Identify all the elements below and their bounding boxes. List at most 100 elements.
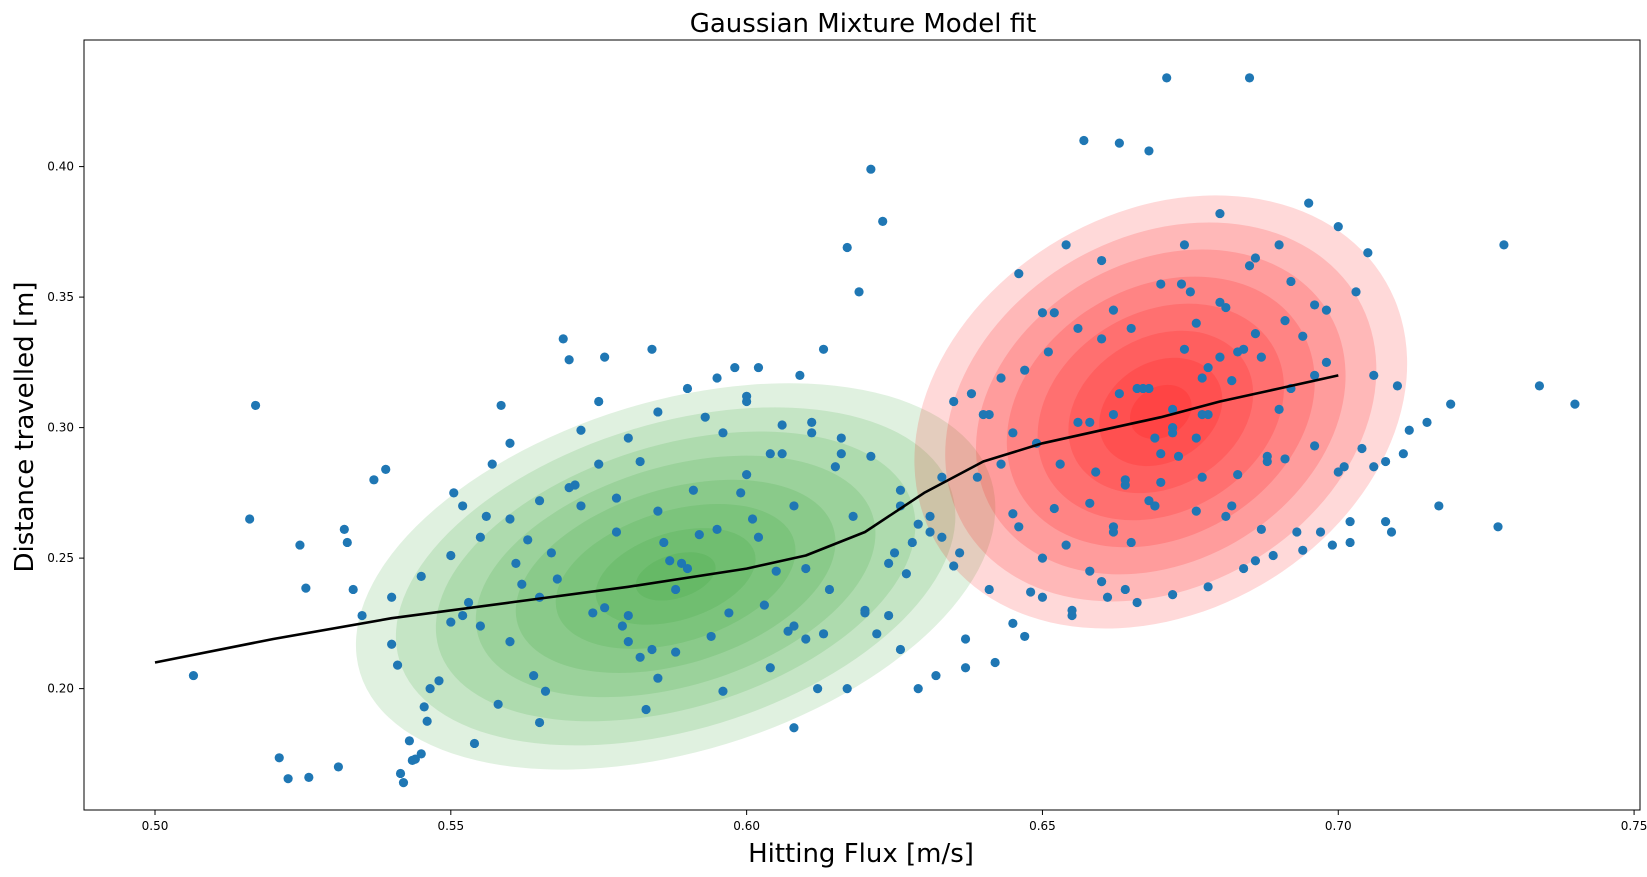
regression-curve — [154, 374, 1339, 664]
scatter-point — [1138, 383, 1148, 394]
scatter-point — [694, 530, 704, 540]
x-tick-label: 0.70 — [1325, 819, 1352, 833]
scatter-point — [907, 537, 917, 548]
scatter-point — [458, 610, 468, 621]
scatter-point — [688, 485, 698, 495]
scatter-point — [1126, 323, 1136, 334]
scatter-point — [1085, 417, 1095, 427]
scatter-point — [564, 483, 574, 493]
scatter-point — [937, 472, 947, 482]
scatter-point — [1114, 389, 1124, 399]
scatter-point — [1008, 428, 1018, 438]
scatter-point — [742, 391, 752, 401]
scatter-point — [1120, 584, 1130, 595]
scatter-point — [1357, 443, 1367, 454]
scatter-point — [818, 629, 829, 639]
x-tick-label: 0.65 — [1029, 819, 1056, 833]
x-tick-label: 0.75 — [1621, 819, 1647, 833]
scatter-point — [866, 164, 876, 174]
scatter-point — [369, 475, 379, 485]
scatter-point — [1333, 222, 1343, 232]
scatter-point — [1239, 563, 1249, 574]
scatter-point — [1108, 305, 1119, 315]
scatter-point — [1150, 433, 1160, 443]
scatter-point — [1215, 297, 1225, 307]
scatter-point — [1369, 462, 1379, 472]
scatter-point — [1345, 537, 1355, 548]
scatter-point — [1156, 477, 1166, 488]
scatter-point — [1168, 404, 1178, 414]
scatter-point — [1256, 352, 1266, 362]
plot-area: 0.50 0.55 0.60 0.65 0.70 0.75 0.20 0.25 0.30 0.35… — [47, 39, 1647, 833]
scatter-point — [966, 389, 977, 399]
scatter-point — [1292, 527, 1302, 537]
scatter-point — [1185, 287, 1195, 297]
scatter-point — [777, 449, 787, 459]
scatter-point — [830, 462, 840, 472]
scatter-point — [623, 610, 633, 621]
scatter-point — [1250, 253, 1261, 263]
scatter-point — [475, 532, 485, 542]
scatter-point — [1061, 540, 1071, 550]
scatter-point — [1333, 467, 1343, 477]
scatter-point — [1215, 352, 1225, 362]
scatter-point — [1097, 334, 1107, 344]
x-tick-label: 0.55 — [437, 819, 464, 833]
scatter-point — [611, 493, 622, 503]
scatter-point — [824, 584, 835, 595]
scatter-point — [1097, 255, 1107, 266]
scatter-point — [534, 717, 545, 728]
scatter-point — [1043, 347, 1053, 357]
scatter-point — [895, 644, 906, 655]
scatter-point — [410, 754, 420, 764]
scatter-point — [1233, 347, 1243, 357]
scatter-point — [895, 485, 906, 495]
scatter-point — [653, 673, 663, 683]
scatter-point — [1298, 545, 1308, 555]
scatter-point — [1067, 605, 1077, 615]
scatter-point — [736, 488, 746, 498]
scatter-point — [1037, 308, 1048, 318]
scatter-point — [647, 344, 657, 354]
scatter-point — [1363, 248, 1373, 258]
scatter-point — [381, 464, 391, 474]
scatter-point — [836, 433, 846, 443]
scatter-point — [395, 768, 406, 779]
scatter-point — [1108, 409, 1119, 420]
scatter-point — [1315, 527, 1326, 537]
scatter-point — [801, 563, 811, 574]
scatter-point — [534, 496, 545, 506]
scatter-point — [960, 634, 971, 644]
scatter-point — [712, 524, 722, 535]
scatter-point — [866, 451, 876, 461]
scatter-point — [1250, 329, 1261, 339]
scatter-point — [1327, 540, 1337, 550]
scatter-point — [304, 772, 314, 782]
scatter-point — [848, 511, 858, 521]
scatter-point — [1203, 582, 1213, 592]
scatter-point — [623, 637, 633, 647]
scatter-point — [718, 428, 728, 438]
scatter-point — [990, 657, 1000, 668]
scatter-point — [475, 621, 485, 631]
scatter-point — [339, 524, 349, 535]
scatter-point — [245, 514, 255, 524]
scatter-point — [682, 383, 693, 394]
scatter-point — [446, 550, 456, 561]
scatter-point — [818, 344, 829, 354]
scatter-point — [653, 506, 663, 516]
scatter-point — [1380, 456, 1391, 467]
scatter-point — [1233, 469, 1243, 480]
scatter-point — [872, 629, 882, 639]
y-tick-label: 0.40 — [47, 160, 74, 174]
scatter-point — [789, 501, 799, 511]
scatter-point — [1008, 618, 1018, 628]
scatter-point — [274, 753, 284, 763]
scatter-point — [1493, 522, 1503, 532]
scatter-point — [937, 532, 947, 542]
scatter-point — [416, 571, 426, 581]
y-tick-label: 0.30 — [47, 421, 74, 435]
scatter-point — [659, 537, 669, 548]
scatter-point — [1091, 467, 1101, 477]
scatter-point — [1398, 449, 1408, 459]
